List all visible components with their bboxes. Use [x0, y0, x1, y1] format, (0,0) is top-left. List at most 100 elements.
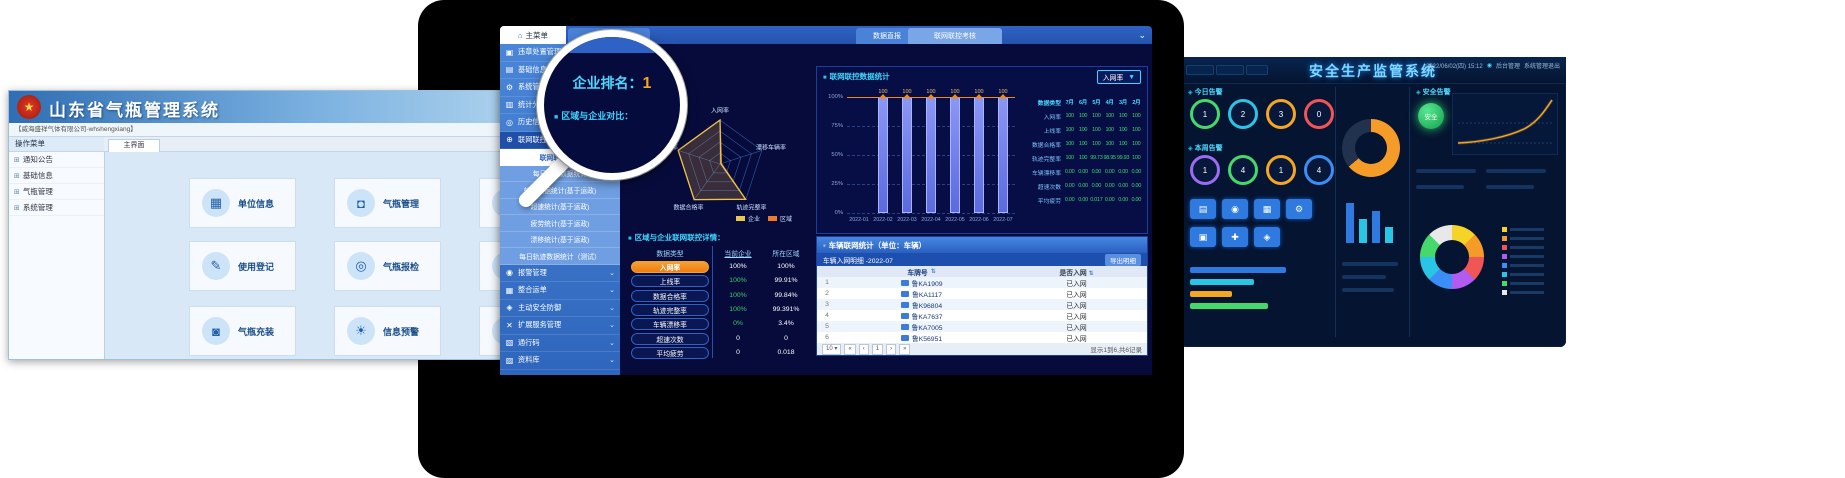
table-row[interactable]: 2 鲁KA1117 已入网 [817, 288, 1147, 299]
detail-type-button[interactable]: 上线率 [631, 275, 709, 288]
table-row[interactable]: 4 鲁KA7637 已入网 [817, 310, 1147, 321]
plate-column-header[interactable]: 车牌号 ⇅ [907, 269, 936, 277]
menu-item-整合运单[interactable]: ▦ 整合运单 ⌄ [500, 282, 620, 300]
y-axis-tick: 75% [831, 123, 843, 129]
metric-label: 入网率 [1043, 114, 1061, 121]
legend-text-placeholder [1510, 255, 1544, 258]
prev-page-button[interactable]: ‹ [858, 343, 869, 355]
sidebar-item-气瓶管理[interactable]: ⊞ 气瓶管理 [9, 184, 104, 200]
status-column-header[interactable]: 是否入网 ⇅ [1059, 269, 1094, 277]
card-label: 使用登记 [238, 261, 275, 272]
next-page-button[interactable]: › [886, 343, 897, 355]
sidebar-item-通知公告[interactable]: ⊞ 通知公告 [9, 152, 104, 168]
expand-icon[interactable]: ⊞ [14, 204, 20, 212]
card-label: 气瓶管理 [383, 198, 420, 209]
app-title: 山东省气瓶管理系统 [49, 101, 220, 120]
logout-link[interactable]: 系统管理退出 [1523, 64, 1560, 70]
stat-tile[interactable]: ⚙ [1286, 199, 1312, 219]
metric-value: 0.00 [1118, 169, 1128, 175]
expand-icon[interactable]: ⊞ [14, 172, 20, 180]
menu-item-资料库[interactable]: ▨ 资料库 ⌄ [500, 352, 620, 370]
current-page[interactable]: 1 [871, 343, 884, 355]
plate-number: 鲁KA1909 [911, 280, 943, 288]
nav-pill[interactable] [1216, 65, 1244, 75]
tab-联网联控考核[interactable]: 联网联控考核 [908, 28, 1002, 44]
legend-text-placeholder [1510, 228, 1544, 231]
detail-type-button[interactable]: 车辆漂移率 [631, 318, 709, 331]
metric-value: 100 [1105, 141, 1115, 147]
tab-main[interactable]: 主界面 [108, 139, 160, 152]
plate-number: 鲁KA7637 [911, 313, 943, 321]
chevron-down-icon: ⌄ [609, 269, 615, 277]
expand-icon[interactable]: ⊞ [14, 188, 20, 196]
last-page-button[interactable]: » [899, 343, 911, 355]
tab-label: 联网联控考核 [934, 33, 976, 40]
detail-type-button[interactable]: 平均疲劳 [631, 346, 709, 359]
row-number: 2 [825, 290, 829, 297]
user-label[interactable]: 后台管理 [1495, 64, 1520, 70]
nav-pill[interactable] [1186, 65, 1214, 75]
card-气瓶管理[interactable]: ◘ 气瓶管理 [334, 178, 441, 228]
sidebar-item-label: 系统管理 [22, 203, 53, 212]
sidebar-item-基础信息[interactable]: ⊞ 基础信息 [9, 168, 104, 184]
x-axis-label: 2022-05 [945, 217, 965, 223]
page-size-select[interactable]: 10 ▾ [822, 343, 842, 355]
sort-icon[interactable]: ⇅ [1088, 270, 1094, 277]
table-row[interactable]: 3 鲁K96804 已入网 [817, 299, 1147, 310]
metric-value: 100 [1092, 113, 1101, 119]
stat-tile[interactable]: ◉ [1222, 199, 1248, 219]
stat-tile[interactable]: ◈ [1254, 227, 1280, 247]
monthly-col-header: 数据类型 [1037, 100, 1061, 107]
metric-value: 0.017 [1090, 197, 1103, 203]
vehicle-subtitle: 车辆入网明细 -2022-07 [823, 257, 893, 265]
y-axis-tick: 100% [828, 94, 843, 100]
submenu-item-漂移统计(基于运政)[interactable]: 漂移统计(基于运政) [500, 231, 620, 248]
table-row[interactable]: 1 鲁KA1909 已入网 [817, 277, 1147, 288]
legend-text-placeholder [1510, 291, 1544, 294]
card-单位信息[interactable]: ▦ 单位信息 [189, 178, 296, 228]
menu-item-报警管理[interactable]: ◉ 报警管理 ⌄ [500, 265, 620, 282]
stat-tile[interactable]: ▣ [1190, 227, 1216, 247]
bar-value-label: 100 [878, 89, 888, 95]
bus-icon [900, 279, 909, 286]
card-气瓶报检[interactable]: ◎ 气瓶报检 [334, 241, 441, 291]
detail-type-button[interactable]: 入网率 [631, 261, 709, 273]
monthly-table-header: 数据类型 7月 6月 5月 4月 3月 2月 [1019, 95, 1143, 109]
collapse-icon[interactable]: ⌄ [1138, 30, 1146, 40]
plate-cell: 鲁KA1909 [837, 278, 1006, 288]
card-信息预警[interactable]: ☀ 信息预警 [334, 306, 441, 356]
chevron-down-icon: ⌄ [609, 339, 615, 347]
y-axis-tick: 0% [834, 210, 843, 216]
card-使用登记[interactable]: ✎ 使用登记 [189, 241, 296, 291]
tab-数据直报[interactable]: 数据直报 [856, 28, 918, 44]
first-page-button[interactable]: « [844, 343, 856, 355]
sort-icon[interactable]: ⇅ [930, 269, 936, 275]
expand-icon[interactable]: ⊞ [14, 156, 20, 164]
menu-item-通行码[interactable]: ▧ 通行码 ⌄ [500, 335, 620, 352]
card-label: 信息预警 [383, 326, 420, 337]
detail-type-button[interactable]: 轨迹完整率 [631, 303, 709, 316]
mini-bar [1190, 267, 1286, 273]
nav-pill[interactable] [1246, 65, 1268, 75]
metric-dropdown[interactable]: 入网率 ▼ [1096, 70, 1141, 84]
stat-tile[interactable]: ▤ [1190, 199, 1216, 219]
table-row[interactable]: 5 鲁KA7005 已入网 [817, 321, 1147, 332]
menu-item-扩展服务管理[interactable]: ✕ 扩展服务管理 ⌄ [500, 317, 620, 335]
submenu-item-疲劳统计(基于运政)[interactable]: 疲劳统计(基于运政) [500, 215, 620, 232]
bus-icon [901, 290, 910, 297]
app-titlebar: ★ 山东省气瓶管理系统 [9, 91, 563, 123]
export-button[interactable]: 导出明细 [1105, 253, 1141, 266]
stat-tile[interactable]: ▦ [1254, 199, 1280, 219]
today-alert-ring: 2 [1228, 99, 1258, 129]
safety-monitor-app: 安全生产监管系统 2022/06/02(四) 15:12 ◉ 后台管理 系统管理… [1180, 57, 1566, 347]
card-气瓶充装[interactable]: ◙ 气瓶充装 [189, 306, 296, 356]
detail-type-button[interactable]: 数据合格率 [631, 289, 709, 302]
company-value: 100% [729, 291, 747, 299]
detail-type-button[interactable]: 超速次数 [631, 332, 709, 345]
table-row[interactable]: 6 鲁K56951 已入网 [817, 332, 1147, 343]
sidebar-item-系统管理[interactable]: ⊞ 系统管理 [9, 200, 104, 216]
submenu-item-轨迹数据统计(基于运政)[interactable]: 轨迹数据统计(基于运政) [500, 182, 620, 199]
stat-tile[interactable]: ✚ [1222, 227, 1248, 247]
menu-item-主动安全防御[interactable]: ◈ 主动安全防御 ⌄ [500, 300, 620, 317]
submenu-item-每日轨迹数据统计（测试）[interactable]: 每日轨迹数据统计（测试） [500, 248, 620, 265]
